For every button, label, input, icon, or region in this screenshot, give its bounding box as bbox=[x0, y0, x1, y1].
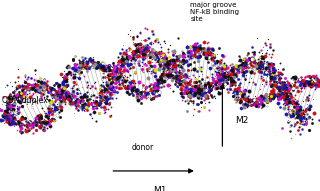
Text: M2: M2 bbox=[235, 116, 249, 125]
Text: ODN duplex: ODN duplex bbox=[2, 96, 47, 105]
Text: major groove
NF-kB binding
site: major groove NF-kB binding site bbox=[190, 2, 239, 22]
Text: M1: M1 bbox=[153, 186, 167, 191]
Text: donor: donor bbox=[131, 143, 154, 152]
